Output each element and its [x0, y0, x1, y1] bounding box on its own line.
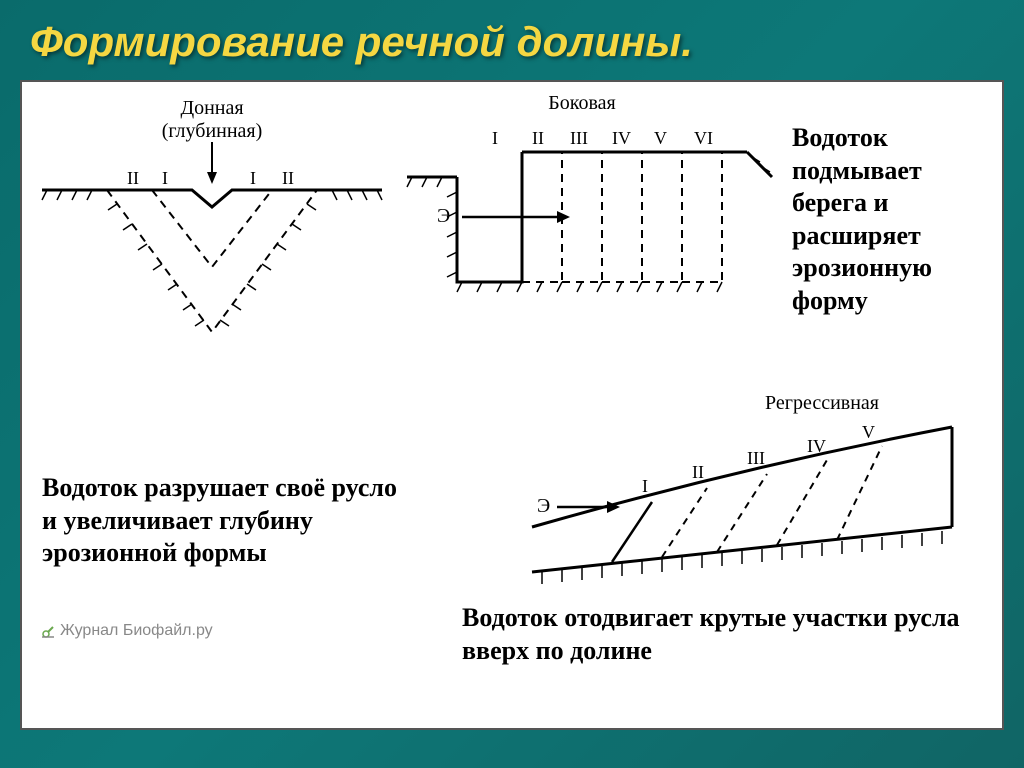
regressive-svg: Э I II III IV V [522, 412, 962, 612]
diagram-panel: Донная (глубинная) [20, 80, 1004, 730]
source-credit: Журнал Биофайл.ру [40, 622, 213, 640]
svg-text:IV: IV [612, 128, 631, 148]
svg-text:III: III [570, 128, 588, 148]
arrow-e-label-3: Э [537, 495, 550, 517]
microscope-icon [40, 623, 56, 639]
vshape-svg: II I I II [32, 122, 392, 382]
ushape-svg: Э [402, 112, 782, 342]
svg-text:V: V [654, 128, 667, 148]
svg-text:II: II [692, 462, 704, 482]
roman-II-right: II [282, 168, 294, 188]
diagram-lateral-erosion: Боковая Э [402, 112, 782, 342]
page-title: Формирование речной долины. [0, 0, 1024, 80]
svg-text:III: III [747, 448, 765, 468]
svg-text:I: I [492, 128, 498, 148]
desc-vertical: Водоток разрушает своё русло и увеличива… [42, 472, 402, 570]
svg-text:VI: VI [694, 128, 713, 148]
diagram-vertical-erosion: Донная (глубинная) [32, 122, 392, 382]
roman-I-right: I [250, 168, 256, 188]
label-donnaya: Донная (глубинная) [152, 97, 272, 143]
svg-text:I: I [642, 476, 648, 496]
label-bokovaya: Боковая [522, 92, 642, 115]
desc-regressive: Водоток отодвигает крутые участки русла … [462, 602, 982, 667]
label-regressivnaya: Регрессивная [752, 392, 892, 415]
svg-text:IV: IV [807, 436, 826, 456]
svg-text:II: II [532, 128, 544, 148]
roman-II-left: II [127, 168, 139, 188]
desc-lateral: Водоток подмывает берега и расширяет эро… [792, 122, 992, 317]
svg-text:V: V [862, 422, 875, 442]
roman-I-left: I [162, 168, 168, 188]
